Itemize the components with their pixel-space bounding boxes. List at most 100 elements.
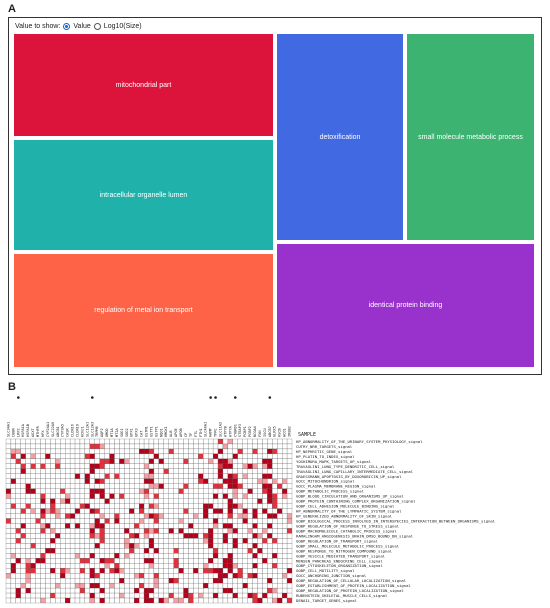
treemap-tile-detoxification[interactable]: detoxification [277,34,403,240]
heatmap-cell [69,553,76,559]
heatmap-cell [193,563,199,569]
panel-b-label: B [8,381,16,393]
heatmap-cell [247,498,253,504]
heatmap-cell [272,528,278,534]
heatmap-cell [168,568,174,574]
heatmap-cell [158,582,164,589]
heatmap-cell [183,553,189,559]
treemap-tile-identical-protein-binding[interactable]: identical protein binding [277,244,534,367]
heatmap-column-label: NCOA4 [253,426,257,437]
heatmap-cell [163,582,169,589]
treemap-tile-intracellular-organelle-lumen[interactable]: intracellular organelle lumen [14,140,273,250]
treemap-tile-regulation-of-metal-ion-transport[interactable]: regulation of metal ion transport [14,254,273,367]
heatmap-cell [227,468,233,474]
heatmap-cell [272,443,278,450]
heatmap-cell [168,587,174,594]
heatmap-cell [20,488,26,494]
heatmap-cell [15,473,21,479]
heatmap-cell [212,528,219,534]
heatmap-column-label: SLC11A2 [218,422,222,437]
heatmap-cell [84,592,90,599]
heatmap-cell [30,483,36,489]
heatmap-cell [168,503,174,509]
heatmap-cell [252,587,258,594]
heatmap-column-label: GSTT1 [149,426,153,437]
heatmap-cell [262,533,268,539]
heatmap-cell [158,568,164,574]
heatmap-cell [40,493,46,499]
heatmap-cell [60,478,66,484]
heatmap-cell [237,582,243,589]
heatmap-cell [232,453,238,460]
heatmap-cell [55,568,61,574]
heatmap-cell [139,498,145,504]
value-radio-label[interactable]: Value [73,23,91,30]
heatmap-column-label: ACO1 [283,428,287,437]
heatmap-cell [178,543,184,549]
heatmap-cell [193,473,199,479]
heatmap-cell [60,543,66,549]
log10-size-radio-label[interactable]: Log10(Size) [103,23,142,30]
heatmap-cell [198,503,204,509]
heatmap-cell [74,563,81,569]
heatmap-cell [148,498,155,504]
heatmap-cell [20,592,26,599]
heatmap-column-label: FTL [194,431,198,438]
heatmap-cell [148,538,155,544]
heatmap-cell [237,553,243,559]
heatmap-cell [79,473,86,479]
heatmap-cell [35,498,41,504]
heatmap-cell [217,448,224,455]
heatmap-cell [282,587,288,594]
heatmap-cell [89,548,95,554]
treemap-tile-mitochondrial-part[interactable]: mitochondrial part [14,34,273,136]
heatmap-cell [232,548,238,554]
heatmap-cell [277,563,283,569]
heatmap-cell [60,443,66,450]
heatmap-cell [286,508,293,514]
heatmap-cell [252,463,258,469]
heatmap-cell [212,533,219,539]
heatmap-cell [30,573,36,579]
heatmap-cell [222,582,229,589]
heatmap-cell [25,578,31,584]
heatmap-cell [45,493,51,499]
heatmap-cell [148,592,155,599]
heatmap-cell [89,523,95,529]
heatmap-cell [242,533,248,539]
log10-size-radio[interactable] [93,23,101,30]
heatmap-cell [104,592,110,599]
heatmap-column-label: CYBRD1 [233,424,237,437]
heatmap-cell [272,587,278,594]
heatmap-cell [203,488,209,494]
treemap-tile-small-molecule-metabolic-process[interactable]: small molecule metabolic process [407,34,534,240]
heatmap-cell [173,538,179,544]
heatmap-cell [173,458,179,464]
heatmap-cell [69,503,76,509]
heatmap-cell [55,438,61,445]
heatmap-cell [65,597,71,604]
heatmap-cell [129,498,135,504]
heatmap-cell [267,443,273,450]
heatmap-cell [45,578,51,584]
heatmap-cell [262,508,268,514]
heatmap-cell [153,573,159,579]
heatmap-cell [148,493,155,499]
heatmap-cell [94,498,100,504]
heatmap-cell [208,473,214,479]
value-radio[interactable] [63,23,71,30]
heatmap-cell [163,453,169,460]
heatmap-cell [104,498,110,504]
heatmap-cell [25,468,31,474]
heatmap-cell [173,543,179,549]
heatmap-cell [222,558,229,564]
heatmap-cell [267,448,273,455]
heatmap-cell [222,478,229,484]
heatmap-cell [50,463,56,469]
heatmap-cell [20,508,26,514]
heatmap-cell [252,528,258,534]
heatmap-cell [119,563,125,569]
heatmap-cell [242,443,248,450]
heatmap-cell [272,597,278,604]
heatmap-cell [163,463,169,469]
